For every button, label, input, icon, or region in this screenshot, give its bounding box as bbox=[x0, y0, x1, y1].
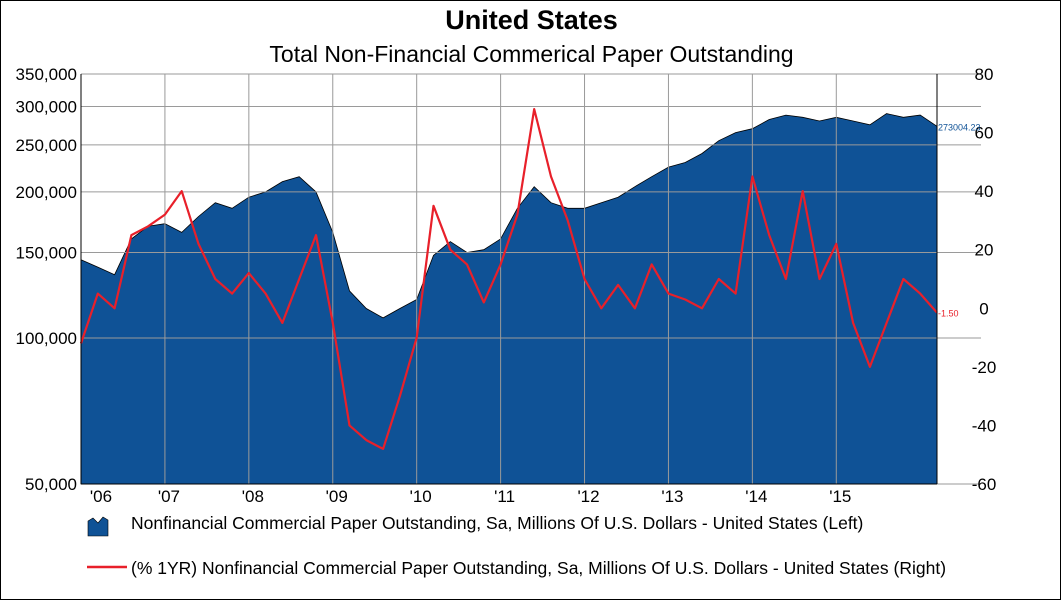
x-tick-label: '15 bbox=[829, 487, 851, 506]
legend-line-label: (% 1YR) Nonfinancial Commercial Paper Ou… bbox=[131, 558, 947, 578]
series-line bbox=[79, 107, 938, 450]
line-last-value-label: -1.50 bbox=[938, 309, 959, 319]
right-tick-label: -40 bbox=[972, 416, 997, 435]
left-tick-label: 100,000 bbox=[16, 329, 77, 348]
x-tick-label: '13 bbox=[661, 487, 683, 506]
x-tick-label: '12 bbox=[577, 487, 599, 506]
right-tick-label: 0 bbox=[979, 299, 988, 318]
right-tick-label: 60 bbox=[975, 124, 994, 143]
legend-area-label: Nonfinancial Commercial Paper Outstandin… bbox=[131, 513, 864, 533]
x-tick-label: '14 bbox=[745, 487, 767, 506]
right-tick-label: -20 bbox=[972, 358, 997, 377]
left-tick-label: 200,000 bbox=[16, 183, 77, 202]
area-last-value-label: 273004.23 bbox=[938, 122, 981, 132]
legend-line-swatch bbox=[87, 565, 127, 569]
x-tick-label: '08 bbox=[242, 487, 264, 506]
left-tick-label: 50,000 bbox=[25, 475, 77, 494]
left-tick-label: 150,000 bbox=[16, 244, 77, 263]
left-tick-label: 350,000 bbox=[16, 65, 77, 84]
right-tick-label: 80 bbox=[975, 65, 994, 84]
right-tick-label: 40 bbox=[975, 182, 994, 201]
x-tick-label: '09 bbox=[326, 487, 348, 506]
series-area bbox=[80, 113, 938, 485]
right-tick-label: 20 bbox=[975, 241, 994, 260]
right-tick-label: -60 bbox=[972, 475, 997, 494]
left-tick-label: 250,000 bbox=[16, 136, 77, 155]
legend-item-line: (% 1YR) Nonfinancial Commercial Paper Ou… bbox=[87, 558, 987, 600]
left-tick-label: 300,000 bbox=[16, 97, 77, 116]
x-tick-label: '11 bbox=[494, 487, 515, 506]
chart-title: United States bbox=[445, 5, 618, 35]
legend-area-swatch bbox=[87, 516, 109, 537]
x-tick-label: '07 bbox=[158, 487, 180, 506]
legend-item-area: Nonfinancial Commercial Paper Outstandin… bbox=[87, 513, 987, 557]
x-tick-label: '06 bbox=[90, 487, 112, 506]
chart-subtitle: Total Non-Financial Commerical Paper Out… bbox=[269, 41, 794, 67]
x-tick-label: '10 bbox=[410, 487, 432, 506]
